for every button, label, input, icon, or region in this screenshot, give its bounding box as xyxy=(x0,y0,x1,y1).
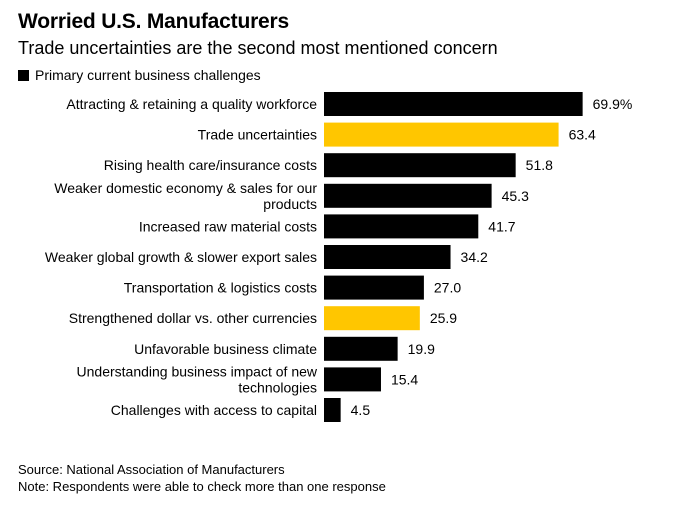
value-label-7: 27.0 xyxy=(434,280,461,296)
category-label-4: Weaker domestic economy & sales for our p… xyxy=(54,180,317,212)
value-label-10: 15.4 xyxy=(391,371,418,387)
respondents-note: Note: Respondents were able to check mor… xyxy=(18,479,386,494)
category-label-7: Transportation & logistics costs xyxy=(124,280,317,296)
value-label-4: 45.3 xyxy=(502,188,529,204)
category-label-3: Rising health care/insurance costs xyxy=(104,157,317,173)
bar-5 xyxy=(324,214,479,239)
chart-subtitle: Trade uncertainties are the second most … xyxy=(18,38,498,58)
legend: Primary current business challenges xyxy=(18,67,261,83)
value-label-5: 41.7 xyxy=(488,218,515,234)
category-label-8: Strengthened dollar vs. other currencies xyxy=(69,310,317,326)
value-label-2: 63.4 xyxy=(569,127,596,143)
legend-label: Primary current business challenges xyxy=(35,67,261,83)
category-label-5: Increased raw material costs xyxy=(139,218,317,234)
category-label-1: Attracting & retaining a quality workfor… xyxy=(66,96,317,112)
chart-title: Worried U.S. Manufacturers xyxy=(18,10,289,33)
category-label-6: Weaker global growth & slower export sal… xyxy=(45,249,317,265)
bar-4 xyxy=(324,183,492,208)
value-label-6: 34.2 xyxy=(461,249,488,265)
source-note: Source: National Association of Manufact… xyxy=(18,462,285,477)
value-label-11: 4.5 xyxy=(351,402,371,418)
category-label-9: Unfavorable business climate xyxy=(134,341,317,357)
bar-6 xyxy=(324,245,451,269)
category-label-10: Understanding business impact of new tech… xyxy=(77,363,318,395)
category-label-11: Challenges with access to capital xyxy=(111,402,317,418)
bar-10 xyxy=(324,367,381,392)
bar-2 xyxy=(324,122,559,147)
category-label-2: Trade uncertainties xyxy=(198,127,317,143)
bar-1 xyxy=(324,92,583,116)
value-label-9: 19.9 xyxy=(408,341,435,357)
bar-9 xyxy=(324,336,398,361)
value-label-8: 25.9 xyxy=(430,310,457,326)
bar-7 xyxy=(324,275,424,300)
legend-swatch xyxy=(18,69,29,81)
value-label-3: 51.8 xyxy=(526,157,553,173)
value-label-1: 69.9% xyxy=(593,96,633,112)
bar-chart: 69.9% Attracting & retaining a quality wo… xyxy=(45,92,633,422)
bar-8 xyxy=(324,306,420,331)
bar-11 xyxy=(324,398,341,422)
bar-3 xyxy=(324,153,516,178)
